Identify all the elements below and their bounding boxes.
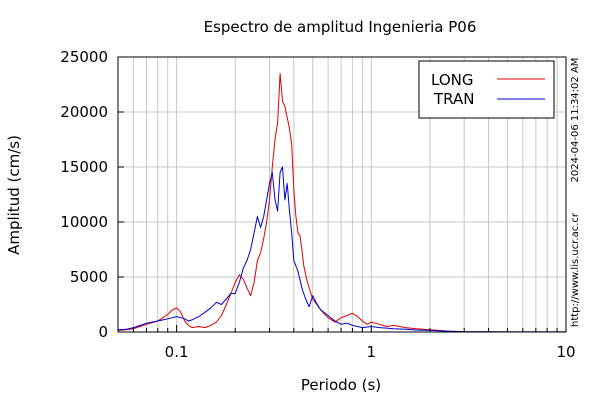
series-line-long [117,73,566,333]
legend-label-tran: TRAN [433,90,474,108]
x-tick-label: 0.1 [165,343,189,361]
legend-label-long: LONG [431,71,473,89]
legend: LONG TRAN [418,60,555,119]
plot-frame [117,56,567,333]
y-tick-label: 10000 [60,213,108,231]
tick-layer: 0 5000 10000 15000 20000 25000 0.1 1 10 [60,48,575,361]
y-tick-label: 15000 [60,158,108,176]
series-line-tran [117,166,566,333]
source-url-label: http://www.lis.ucr.ac.cr [570,212,581,327]
x-tick-label: 10 [556,343,575,361]
x-tick-label: 1 [367,343,377,361]
x-axis-label: Periodo (s) [301,376,381,394]
y-tick-label: 25000 [60,48,108,66]
legend-box [418,60,555,119]
y-tick-label: 5000 [70,268,108,286]
series-layer [117,73,566,333]
y-axis-label: Amplitud (cm/s) [5,135,23,255]
chart-title: Espectro de amplitud Ingenieria P06 [204,18,477,36]
y-tick-label: 20000 [60,103,108,121]
y-tick-label: 0 [98,323,108,341]
timestamp-label: 2024-04-06 11:34:02 AM [570,58,581,183]
